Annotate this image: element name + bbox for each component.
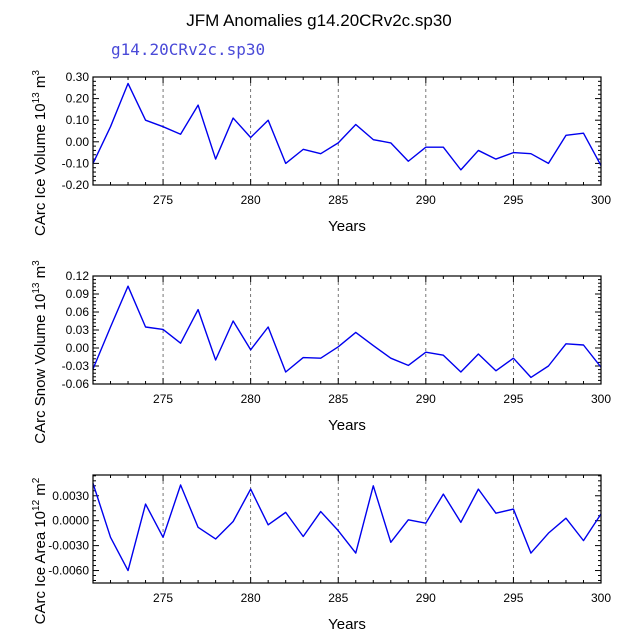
y-tick-label: 0.10: [66, 113, 90, 127]
y-axis-label-exp2: 3: [31, 70, 42, 76]
y-axis-label: CArc Ice Volume 1013 m3: [31, 70, 49, 236]
series-line: [92, 82, 602, 171]
y-axis-label-exp1: 13: [31, 282, 42, 294]
plot-frame: [92, 275, 602, 385]
y-axis-label-exp1: 12: [31, 499, 42, 511]
y-tick-label: -0.06: [62, 377, 90, 391]
y-tick-label: -0.0030: [48, 539, 89, 553]
plot-frame: [92, 474, 602, 584]
x-tick-label: 295: [503, 193, 523, 207]
x-tick-label: 275: [153, 193, 173, 207]
x-tick-label: 300: [591, 392, 611, 406]
x-tick-label: 295: [503, 591, 523, 605]
x-tick-label: 280: [241, 392, 261, 406]
y-tick-label: -0.20: [62, 178, 90, 192]
x-tick-label: 290: [416, 591, 436, 605]
y-axis-label: CArc Ice Area 1012 m2: [31, 477, 49, 624]
y-tick-label: -0.0060: [48, 564, 89, 578]
y-axis-label-main: CArc Snow Volume 10: [32, 294, 49, 444]
y-tick-label: 0.00: [66, 135, 90, 149]
plot-frame: [92, 76, 602, 186]
x-tick-label: 285: [328, 591, 348, 605]
x-tick-label: 300: [591, 193, 611, 207]
panel-1: 0.30 0.20 0.10 0.00 -0.10 -0.20 275 280 285 290 29…: [31, 70, 611, 236]
y-tick-label: 0.0030: [52, 489, 89, 503]
y-axis-label-exp2: 3: [31, 260, 42, 266]
x-tick-label: 290: [416, 392, 436, 406]
x-tick-label: 285: [328, 193, 348, 207]
y-axis-label-exp1: 13: [31, 92, 42, 104]
x-tick-label: 280: [241, 591, 261, 605]
y-tick-label: 0.06: [66, 305, 90, 319]
y-axis-label: CArc Snow Volume 1013 m3: [31, 260, 49, 444]
panels: 0.30 0.20 0.10 0.00 -0.10 -0.20 275 280 285 290 29…: [31, 70, 611, 633]
y-tick-label: 0.12: [66, 269, 90, 283]
figure-title: JFM Anomalies g14.20CRv2c.sp30: [186, 11, 452, 30]
y-tick-label: 0.03: [66, 323, 90, 337]
x-tick-label: 290: [416, 193, 436, 207]
y-axis-label-exp2: 2: [31, 477, 42, 483]
panel-3: 0.0030 0.0000 -0.0030 -0.0060 275 280 285 290 29…: [31, 474, 611, 633]
y-tick-label: 0.09: [66, 287, 90, 301]
x-tick-label: 295: [503, 392, 523, 406]
x-axis-label: Years: [328, 417, 366, 434]
x-tick-label: 280: [241, 193, 261, 207]
x-axis-label: Years: [328, 218, 366, 235]
y-tick-label: -0.10: [62, 156, 90, 170]
series-line: [92, 483, 602, 572]
panel-2: 0.12 0.09 0.06 0.03 0.00 -0.03 -0.06 275 280 285 2…: [31, 260, 611, 444]
x-tick-label: 275: [153, 392, 173, 406]
y-axis-label-main: CArc Ice Volume 10: [32, 103, 49, 236]
y-axis-label-unit: m: [32, 76, 49, 93]
y-tick-label: 0.00: [66, 341, 90, 355]
x-tick-label: 275: [153, 591, 173, 605]
series-line: [92, 285, 602, 379]
y-tick-label: -0.03: [62, 359, 90, 373]
x-axis-label: Years: [328, 616, 366, 633]
y-axis-label-unit: m: [32, 483, 49, 500]
x-tick-label: 285: [328, 392, 348, 406]
x-tick-label: 300: [591, 591, 611, 605]
y-axis-label-unit: m: [32, 266, 49, 283]
figure-subtitle: g14.20CRv2c.sp30: [111, 40, 265, 59]
y-axis-label-main: CArc Ice Area 10: [32, 511, 49, 624]
y-tick-label: 0.20: [66, 92, 90, 106]
y-tick-label: 0.30: [66, 70, 90, 84]
y-tick-label: 0.0000: [52, 514, 89, 528]
